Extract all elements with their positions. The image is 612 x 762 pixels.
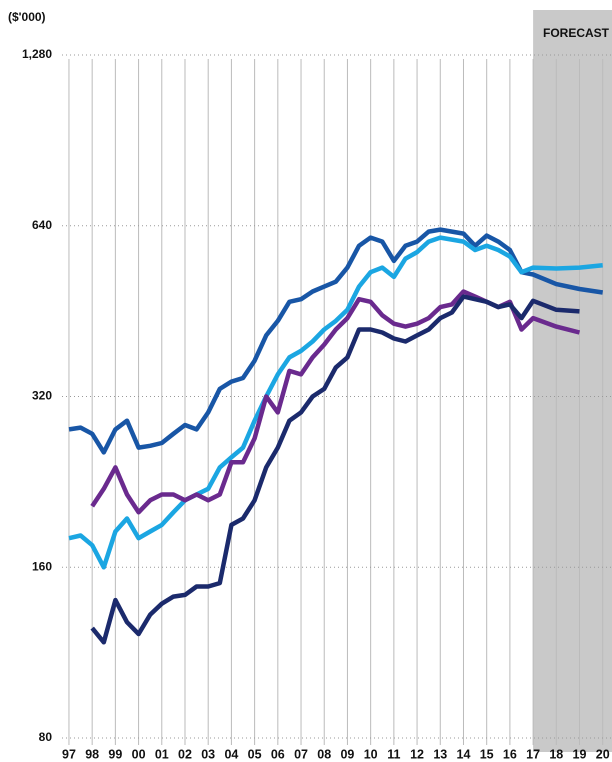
forecast-band <box>533 10 612 752</box>
y-axis-label: ($'000) <box>8 10 46 24</box>
x-tick-label: 12 <box>410 747 424 761</box>
x-tick-label: 01 <box>155 747 169 761</box>
y-tick-label: 320 <box>32 389 52 403</box>
x-tick-label: 19 <box>573 747 587 761</box>
x-tick-label: 18 <box>549 747 563 761</box>
x-tick-label: 05 <box>248 747 262 761</box>
y-tick-label: 160 <box>32 559 52 573</box>
y-tick-label: 640 <box>32 218 52 232</box>
series-line <box>90 294 580 645</box>
x-tick-label: 10 <box>364 747 378 761</box>
x-tick-label: 04 <box>224 747 238 761</box>
x-tick-label: 16 <box>503 747 517 761</box>
x-tick-label: 15 <box>480 747 494 761</box>
x-tick-label: 17 <box>526 747 540 761</box>
x-tick-label: 06 <box>271 747 285 761</box>
series-line <box>68 227 604 455</box>
x-tick-label: 11 <box>387 747 400 761</box>
y-tick-label: 1,280 <box>22 47 52 61</box>
series-line <box>68 235 603 570</box>
x-tick-label: 13 <box>433 747 447 761</box>
x-tick-label: 97 <box>62 747 76 761</box>
x-tick-label: 03 <box>201 747 215 761</box>
forecast-label: FORECAST <box>543 26 610 40</box>
x-tick-label: 98 <box>85 747 99 761</box>
x-tick-label: 99 <box>108 747 122 761</box>
x-tick-label: 09 <box>340 747 354 761</box>
x-tick-label: 14 <box>457 747 471 761</box>
x-tick-label: 02 <box>178 747 192 761</box>
x-tick-label: 08 <box>317 747 331 761</box>
x-tick-label: 20 <box>596 747 610 761</box>
series-line <box>90 289 581 515</box>
y-tick-label: 80 <box>39 730 53 744</box>
x-tick-label: 00 <box>132 747 146 761</box>
x-tick-label: 07 <box>294 747 308 761</box>
